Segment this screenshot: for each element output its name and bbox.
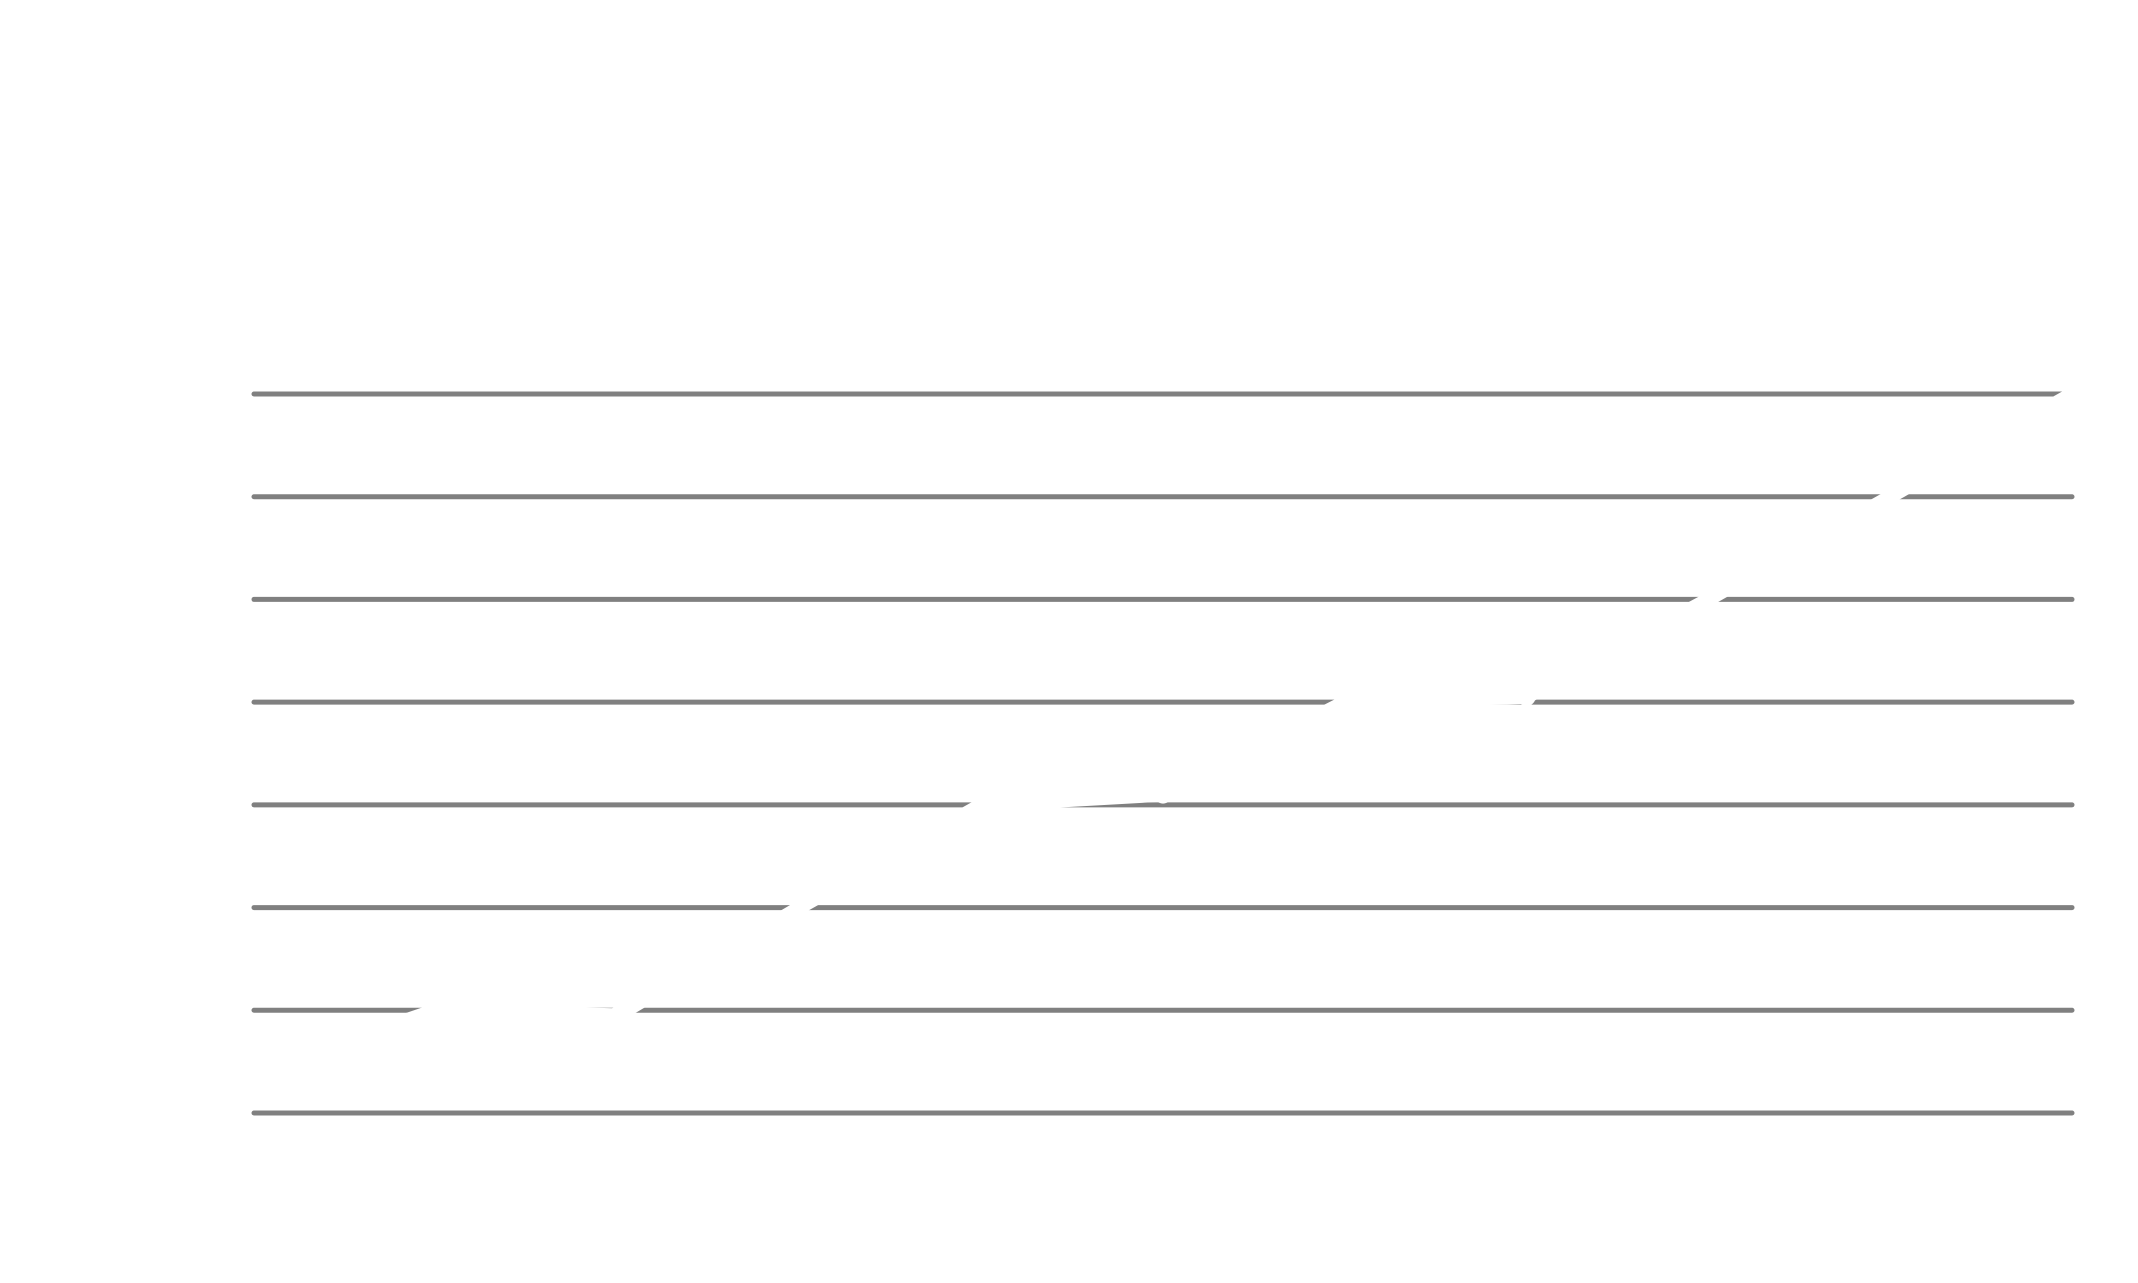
data-point [1154, 785, 1172, 804]
data-point [1881, 487, 1900, 506]
data-point [972, 795, 991, 814]
data-point [245, 1062, 263, 1081]
data-point [426, 1001, 445, 1020]
data-point [1335, 693, 1354, 712]
series-layer [245, 385, 2081, 1081]
data-point [608, 1006, 627, 1025]
data-point [790, 898, 809, 917]
data-point [2063, 385, 2081, 403]
data-point [1517, 688, 1536, 707]
data-point [1699, 590, 1718, 609]
